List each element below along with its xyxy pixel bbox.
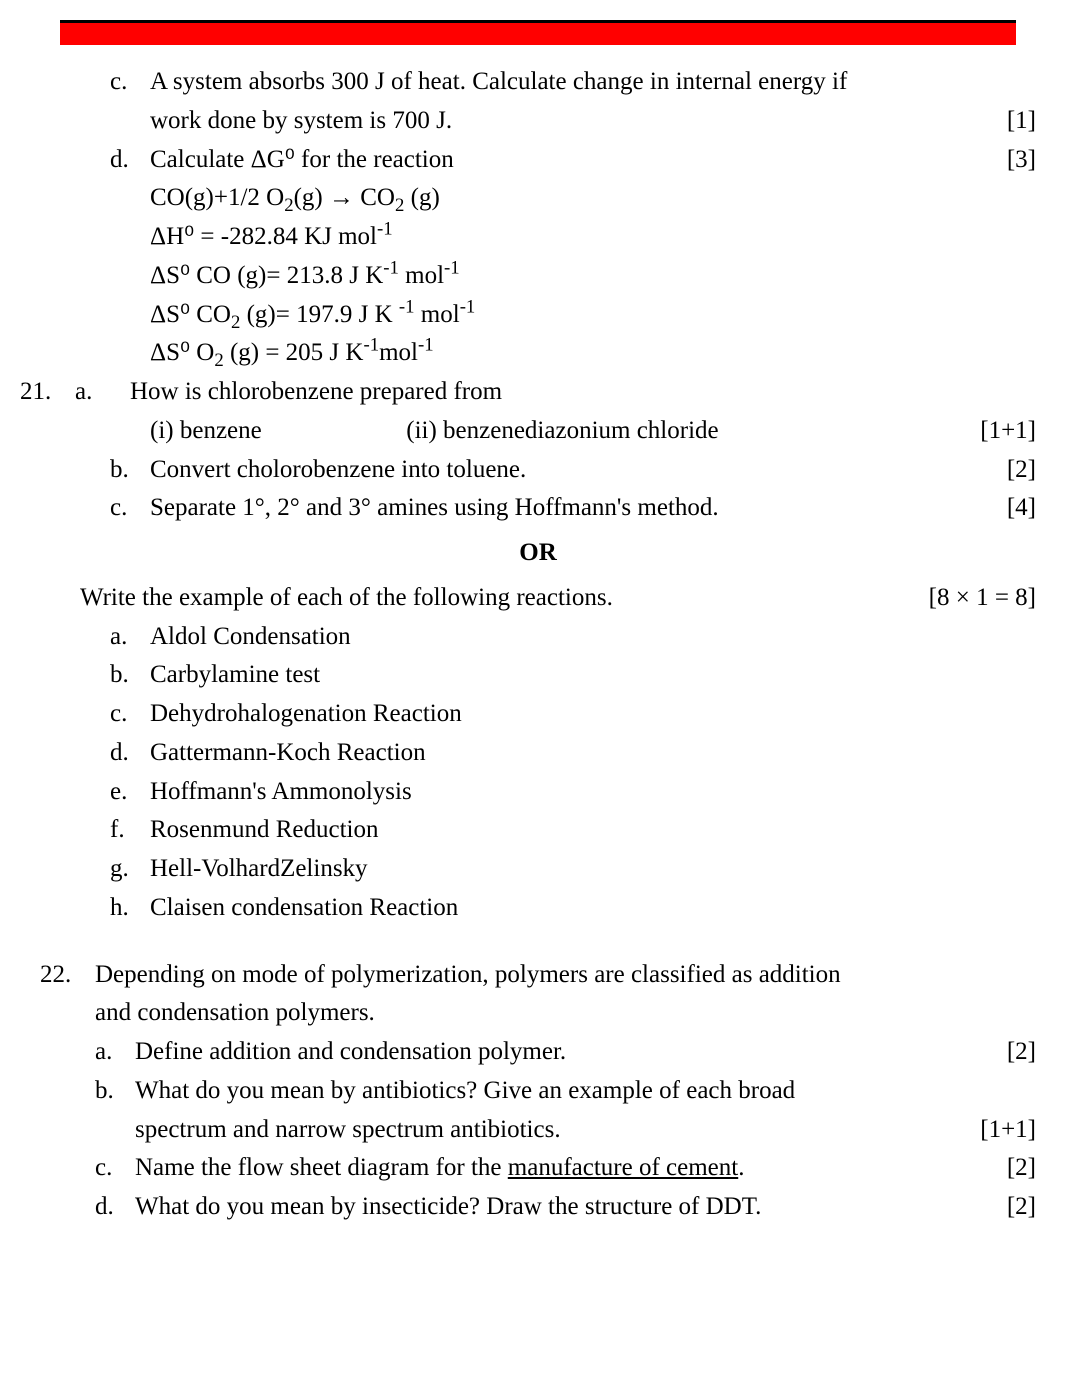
q20c-text1: A system absorbs 300 J of heat. Calculat… [150, 63, 1036, 102]
q21a-letter: a. [75, 373, 130, 412]
q21a-title-line: 21. a. How is chlorobenzene prepared fro… [20, 373, 1036, 412]
q20d-dh: ΔH⁰ = -282.84 KJ mol-1 [40, 218, 1036, 257]
q21-or-marks: [8 × 1 = 8] [919, 579, 1036, 618]
q21-or-e: e.Hoffmann's Ammonolysis [40, 773, 1036, 812]
q20d-ds3: ΔS⁰ O2 (g) = 205 J K-1mol-1 [40, 334, 1036, 373]
q22b-line1: b. What do you mean by antibiotics? Give… [40, 1072, 1036, 1111]
q21c-line: c. Separate 1°, 2° and 3° amines using H… [40, 489, 1036, 528]
q20d-title: Calculate ΔG⁰ for the reaction [150, 141, 997, 180]
q22-intro-line2: and condensation polymers. [40, 994, 1036, 1033]
q22b-marks: [1+1] [970, 1111, 1036, 1150]
q21b-letter: b. [110, 451, 150, 490]
q22b-text2: spectrum and narrow spectrum antibiotics… [135, 1111, 970, 1150]
q22c-line: c. Name the flow sheet diagram for the m… [40, 1149, 1036, 1188]
q21-or-g: g.Hell-VolhardZelinsky [40, 850, 1036, 889]
q21b-line: b. Convert cholorobenzene into toluene. … [40, 451, 1036, 490]
q21a-opt2: (ii) benzenediazonium chloride [406, 417, 718, 444]
q21-or-intro-line: Write the example of each of the followi… [40, 579, 1036, 618]
q20d-title-line: d. Calculate ΔG⁰ for the reaction [3] [40, 141, 1036, 180]
q22-num: 22. [40, 956, 95, 995]
q21b-text: Convert cholorobenzene into toluene. [150, 451, 997, 490]
q21c-letter: c. [110, 489, 150, 528]
q20c-line2: work done by system is 700 J. [1] [40, 102, 1036, 141]
q21b-marks: [2] [997, 451, 1036, 490]
blank-qnum [40, 63, 110, 102]
q21-or-intro: Write the example of each of the followi… [80, 579, 919, 618]
q21a-opt1: (i) benzene [150, 412, 400, 451]
q22-intro2: and condensation polymers. [95, 994, 1036, 1033]
q21-or-f: f.Rosenmund Reduction [40, 811, 1036, 850]
q22b-line2: spectrum and narrow spectrum antibiotics… [40, 1111, 1036, 1150]
q20c-letter: c. [110, 63, 150, 102]
q21a-title: How is chlorobenzene prepared from [130, 373, 1036, 412]
q20d-marks: [3] [997, 141, 1036, 180]
q21-or-c: c.Dehydrohalogenation Reaction [40, 695, 1036, 734]
q22b-text1: What do you mean by antibiotics? Give an… [135, 1072, 1036, 1111]
q21-or-b: b.Carbylamine test [40, 656, 1036, 695]
q21a-opts: (i) benzene (ii) benzenediazonium chlori… [40, 412, 1036, 451]
q22-intro1: Depending on mode of polymerization, pol… [95, 956, 1036, 995]
q22d-marks: [2] [997, 1188, 1036, 1227]
q22c-marks: [2] [997, 1149, 1036, 1188]
q21a-marks: [1+1] [970, 412, 1036, 451]
q20d-eq1: CO(g)+1/2 O2(g) → CO2 (g) [40, 179, 1036, 218]
q21c-text: Separate 1°, 2° and 3° amines using Hoff… [150, 489, 997, 528]
q21-num: 21. [20, 373, 75, 412]
q21-or-h: h.Claisen condensation Reaction [40, 889, 1036, 928]
q20c-marks: [1] [997, 102, 1036, 141]
red-header-bar [60, 20, 1016, 45]
q22-intro-line1: 22. Depending on mode of polymerization,… [40, 956, 1036, 995]
q22c-text: Name the flow sheet diagram for the manu… [135, 1149, 997, 1188]
q22a-marks: [2] [997, 1033, 1036, 1072]
q22a-text: Define addition and condensation polymer… [135, 1033, 997, 1072]
q22a-line: a. Define addition and condensation poly… [40, 1033, 1036, 1072]
exam-page: c. A system absorbs 300 J of heat. Calcu… [0, 0, 1076, 1267]
q20d-letter: d. [110, 141, 150, 180]
or-divider: OR [40, 534, 1036, 573]
q20c-line1: c. A system absorbs 300 J of heat. Calcu… [40, 63, 1036, 102]
q20d-ds2: ΔS⁰ CO2 (g)= 197.9 J K -1 mol-1 [40, 296, 1036, 335]
q21c-marks: [4] [997, 489, 1036, 528]
q22d-text: What do you mean by insecticide? Draw th… [135, 1188, 997, 1227]
q20d-ds1: ΔS⁰ CO (g)= 213.8 J K-1 mol-1 [40, 257, 1036, 296]
q22d-line: d. What do you mean by insecticide? Draw… [40, 1188, 1036, 1227]
q21-or-a: a.Aldol Condensation [40, 618, 1036, 657]
q20c-text2: work done by system is 700 J. [150, 102, 997, 141]
q21-or-d: d.Gattermann-Koch Reaction [40, 734, 1036, 773]
